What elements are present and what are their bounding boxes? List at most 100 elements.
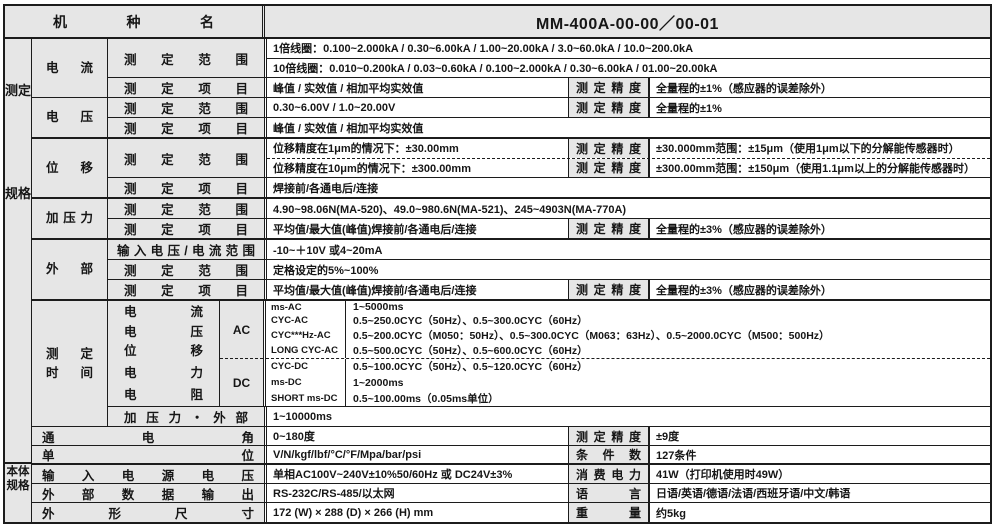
unit-value: V/N/kgf/lbf/°C/°F/Mpa/bar/psi <box>273 448 422 461</box>
item-label-cell: 测 定 项 目 <box>108 178 264 197</box>
power-value: 单相AC100V~240V±10%50/60Hz 或 DC24V±3% <box>273 469 513 481</box>
signal-current: 电 流 <box>124 305 203 320</box>
row-current-range: 测 定 范 围 1倍线圈：0.100~2.000kA / 0.30~6.00kA… <box>108 39 990 77</box>
mode-value: 0.5~100.0CYC（50Hz）、0.5~120.0CYC（60Hz） <box>353 361 588 374</box>
displacement-range-1um: 位移精度在1μm的情况下：±30.00mm 测 定 精 度 ±30.000mm范… <box>267 139 990 158</box>
precision-label-cell: 测 定 精 度 <box>568 139 650 158</box>
current-range-coil10: 10倍线圈：0.010~0.200kA / 0.03~0.60kA / 0.10… <box>267 57 990 78</box>
signal-power: 电 力 <box>124 366 203 380</box>
range-label-cell: 测 定 范 围 <box>108 98 264 117</box>
section-column: 测定规格 本体规格 <box>5 39 32 522</box>
precision-label-text: 测 定 精 度 <box>576 101 641 115</box>
group-label-text: 电 压 <box>46 110 93 125</box>
weight-label-cell: 重 量 <box>568 503 650 522</box>
mode-label: LONG CYC-AC <box>266 343 346 358</box>
voltage-items-value: 峰值 / 实效值 / 相加平均实效值 <box>273 122 424 135</box>
mode-label: CYC***Hz-AC <box>266 328 346 343</box>
angle-label-text: 通 电 角 <box>42 430 254 445</box>
input-range-label-cell: 输入电压/电流范围 <box>108 240 264 259</box>
angle-precision-value: ±9度 <box>656 431 680 443</box>
row-voltage-range: 测 定 范 围 0.30~6.00V / 1.0~20.00V 测 定 精 度 … <box>108 98 990 117</box>
signal-resistance: 电 阻 <box>124 388 203 402</box>
weight-value: 约5kg <box>656 507 686 520</box>
voltage-range-value: 0.30~6.00V / 1.0~20.00V <box>273 101 396 114</box>
acdc-column: AC DC <box>219 301 263 406</box>
current-range2-value: 10倍线圈：0.010~0.200kA / 0.03~0.60kA / 0.10… <box>273 62 718 75</box>
row-current-items: 测 定 项 目 峰值 / 实效值 / 相加平均实效值 测 定 精 度 全量程的±… <box>108 77 990 97</box>
range-label-text: 测 定 范 围 <box>124 264 248 278</box>
voltage-precision-value: 全量程的±1% <box>656 102 722 115</box>
language-label-cell: 语 言 <box>568 484 650 502</box>
row-units: 单 位 V/N/kgf/lbf/°C/°F/Mpa/bar/psi 条 件 数 … <box>32 446 990 465</box>
row-external-items: 测 定 项 目 平均值/最大值(峰值)焊接前/各通电后/连接 测 定 精 度 全… <box>108 279 990 299</box>
precision-label-text: 测 定 精 度 <box>576 429 641 444</box>
time-label-line1: 测 定 <box>46 347 93 362</box>
item-label-cell: 测 定 项 目 <box>108 78 264 97</box>
power-label-cell: 输 入 电 源 电 压 <box>32 465 264 483</box>
signal-voltage: 电 压 <box>124 324 203 339</box>
dataout-value: RS-232C/RS-485/以太网 <box>273 488 395 500</box>
time-signal-column: 电 流 电 压 位 移 电 力 电 阻 <box>108 301 219 406</box>
force-precision-value: 全量程的±3%（感应器的误差除外） <box>656 223 832 236</box>
force-external-label-cell: 加 压 力 ・ 外 部 <box>108 407 264 426</box>
group-label-text: 位 移 <box>46 160 93 175</box>
group-label-text: 外 部 <box>46 262 93 277</box>
group-time-label: 测 定 时 间 <box>32 301 108 426</box>
external-range-value: 定格设定的5%~100% <box>273 264 379 277</box>
row-data-output: 外 部 数 据 输 出 RS-232C/RS-485/以太网 语 言 日语/英语… <box>32 484 990 503</box>
external-precision-value: 全量程的±3%（感应器的误差除外） <box>656 284 832 297</box>
group-external-label: 外 部 <box>32 240 108 299</box>
group-displacement-label: 位 移 <box>32 139 108 197</box>
group-external: 外 部 输入电压/电流范围 -10~＋10V 或4~20mA 测 定 范 围 <box>32 240 990 301</box>
spec-table: 机 种 名 MM-400A-00-00／00-01 测定规格 本体规格 电 流 … <box>3 4 992 524</box>
range-label-cell: 测 定 范 围 <box>108 39 264 77</box>
dims-label-cell: 外 形 尺 寸 <box>32 503 264 522</box>
force-external-label-text: 加 压 力 ・ 外 部 <box>124 411 248 425</box>
group-current: 电 流 测 定 范 围 1倍线圈：0.100~2.000kA / 0.30~6.… <box>32 39 990 98</box>
group-label-text: 加 压 力 <box>46 211 93 226</box>
signal-displacement: 位 移 <box>124 343 203 358</box>
dataout-label-cell: 外 部 数 据 输 出 <box>32 484 264 502</box>
time-row: CYC***Hz-AC 0.5~200.0CYC（M050：50Hz）、0.5~… <box>266 328 990 343</box>
displacement-range-10um: 位移精度在10μm的情况下：±300.00mm 测 定 精 度 ±300.00m… <box>267 157 990 177</box>
range-label-cell: 测 定 范 围 <box>108 260 264 279</box>
force-range-value: 4.90~98.06N(MA-520)、49.0~980.6N(MA-521)、… <box>273 203 627 216</box>
row-dimensions: 外 形 尺 寸 172 (W) × 288 (D) × 266 (H) mm 重… <box>32 503 990 522</box>
item-label-text: 测 定 项 目 <box>124 122 248 136</box>
group-voltage: 电 压 测 定 范 围 0.30~6.00V / 1.0~20.00V 测 定 … <box>32 98 990 139</box>
row-displacement-range: 测 定 范 围 位移精度在1μm的情况下：±30.00mm 测 定 精 度 ±3… <box>108 139 990 177</box>
unit-label-cell: 单 位 <box>32 446 264 463</box>
mode-label: CYC-AC <box>266 313 346 328</box>
precision-label-cell: 测 定 精 度 <box>568 280 650 299</box>
displacement-precision2-value: ±300.00mm范围：±150μm（使用1.1μm以上的分解能传感器时） <box>656 162 975 175</box>
row-conduction-angle: 通 电 角 0~180度 测 定 精 度 ±9度 <box>32 427 990 446</box>
range-label-cell: 测 定 范 围 <box>108 139 264 177</box>
consumption-value: 41W（打印机使用时49W） <box>656 469 790 481</box>
displacement-range2-value: 位移精度在10μm的情况下：±300.00mm <box>273 162 471 175</box>
dc-time-rows: CYC-DC 0.5~100.0CYC（50Hz）、0.5~120.0CYC（6… <box>266 359 990 407</box>
angle-value: 0~180度 <box>273 431 315 443</box>
group-force-label: 加 压 力 <box>32 199 108 238</box>
row-force-external-time: 加 压 力 ・ 外 部 1~10000ms <box>108 406 990 426</box>
displacement-range1-value: 位移精度在1μm的情况下：±30.00mm <box>273 143 459 156</box>
group-label-text: 电 流 <box>46 60 93 75</box>
precision-label-cell: 测 定 精 度 <box>568 78 650 97</box>
consumption-label-text: 消 费 电 力 <box>576 467 641 482</box>
item-label-cell: 测 定 项 目 <box>108 219 264 238</box>
time-row: ms-DC 1~2000ms <box>266 374 990 391</box>
row-external-range: 测 定 范 围 定格设定的5%~100% <box>108 259 990 279</box>
section-body-spec: 本体规格 <box>5 462 31 522</box>
group-current-label: 电 流 <box>32 39 108 97</box>
mode-value: 0.5~250.0CYC（50Hz）、0.5~300.0CYC（60Hz） <box>353 315 588 327</box>
group-force: 加 压 力 测 定 范 围 4.90~98.06N(MA-520)、49.0~9… <box>32 199 990 240</box>
mode-value: 0.5~500.0CYC（50Hz）、0.5~600.0CYC（60Hz） <box>353 345 588 357</box>
mode-value: 1~2000ms <box>353 376 404 389</box>
mode-label: CYC-DC <box>266 359 346 375</box>
group-displacement: 位 移 测 定 范 围 位移精度在1μm的情况下：±30.00mm 测 定 精 … <box>32 139 990 199</box>
mode-value: 0.5~200.0CYC（M050：50Hz）、0.5~300.0CYC（M06… <box>353 330 830 342</box>
current-items-value: 峰值 / 实效值 / 相加平均实效值 <box>273 82 424 95</box>
row-force-items: 测 定 项 目 平均值/最大值(峰值)焊接前/各通电后/连接 测 定 精 度 全… <box>108 218 990 238</box>
machine-name-label: 机 种 名 <box>53 13 214 30</box>
rows-column: 电 流 测 定 范 围 1倍线圈：0.100~2.000kA / 0.30~6.… <box>32 39 990 522</box>
item-label-text: 测 定 项 目 <box>124 182 248 196</box>
